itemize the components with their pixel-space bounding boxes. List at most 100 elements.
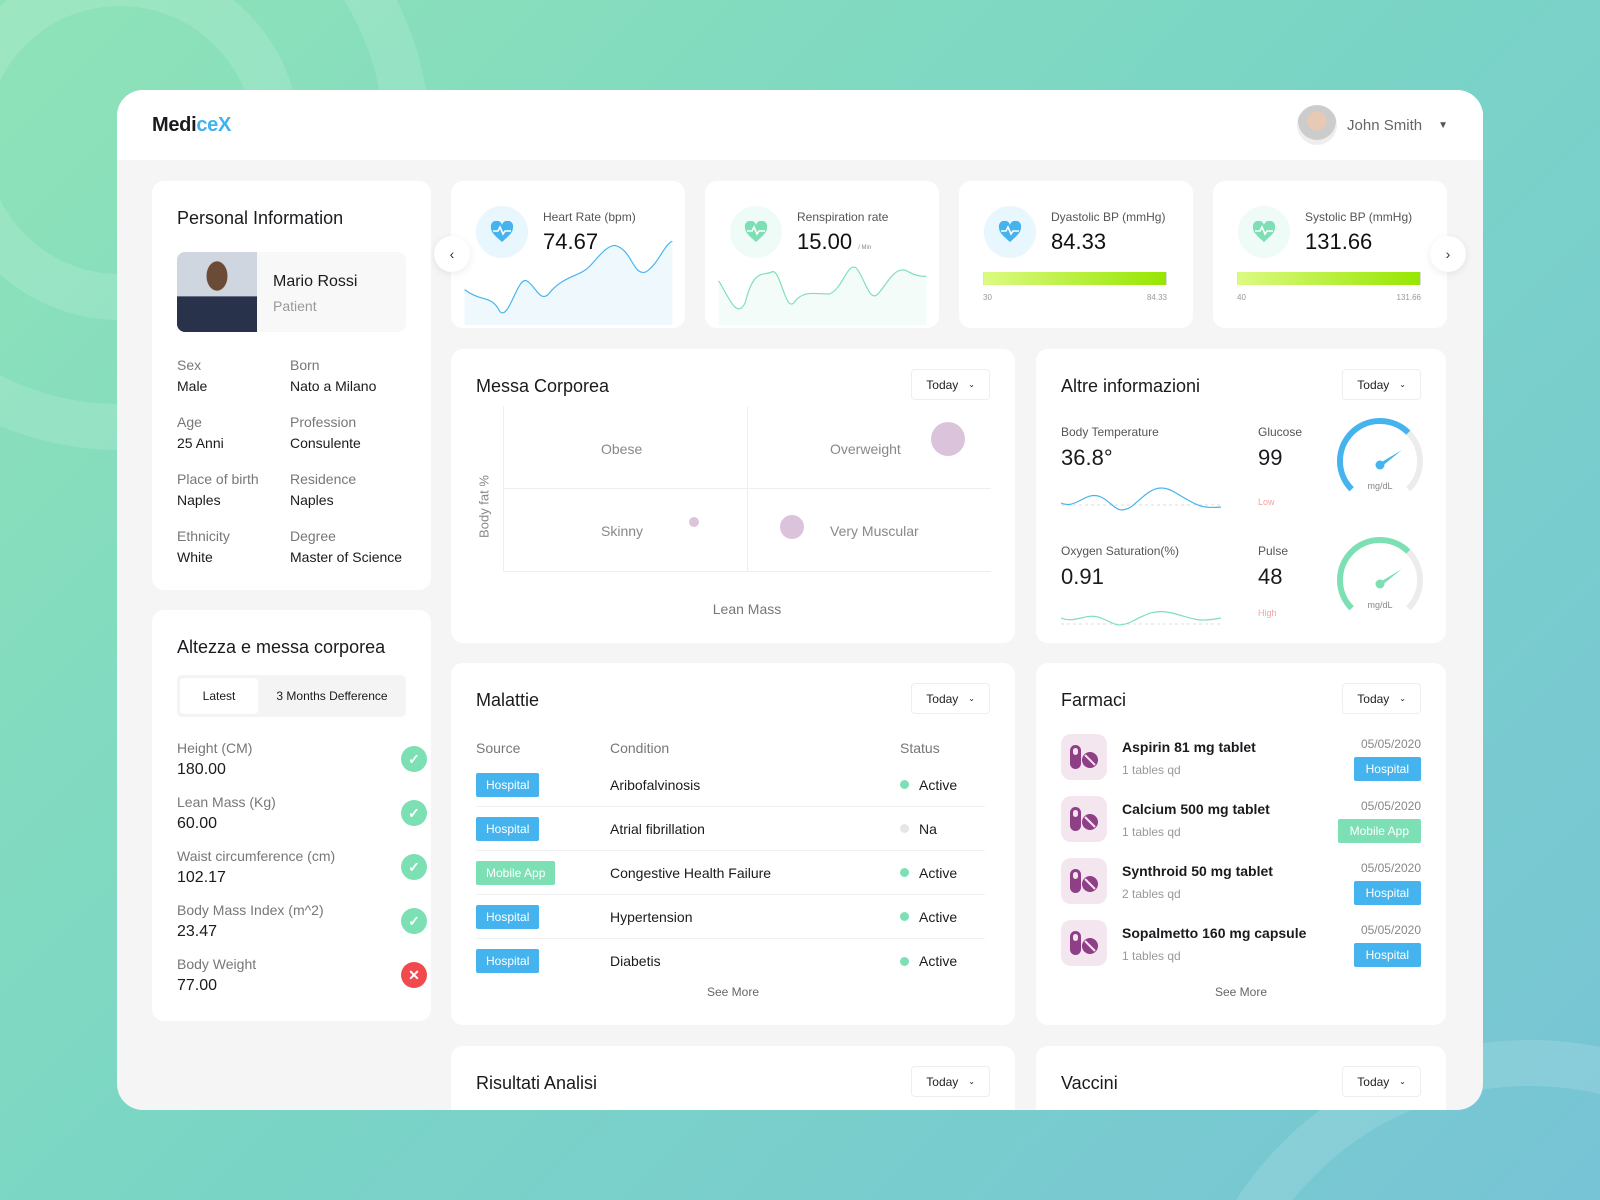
heart-icon-badge (984, 206, 1036, 258)
gauge-unit: mg/dL (1367, 481, 1393, 491)
filter-dropdown[interactable]: Today ⌄ (1342, 683, 1421, 714)
quadrant-plot: Obese Overweight Skinny Very Muscular (503, 406, 991, 572)
info-field: Residence Naples (290, 471, 356, 508)
medication-item[interactable]: Synthroid 50 mg tablet 2 tables qd 05/05/2… (1061, 858, 1421, 918)
stat-card[interactable]: Systolic BP (mmHg) 131.66 40 131.66 (1213, 181, 1447, 328)
bubble-point[interactable] (689, 517, 700, 528)
stat-number: 74.67 (543, 229, 599, 254)
malattie-card: Malattie Today ⌄ Source Condition Status … (451, 663, 1015, 1025)
condition-cell: Hypertension (610, 908, 693, 925)
range-bar (1237, 272, 1421, 285)
gauge-unit: mg/dL (1367, 600, 1393, 610)
filter-dropdown[interactable]: Today ⌄ (1342, 369, 1421, 400)
status-cell: Active (900, 865, 957, 881)
table-row[interactable]: Mobile App Congestive Health Failure Activ… (476, 851, 985, 895)
source-cell: Hospital (476, 904, 610, 929)
stat-card[interactable]: Dyastolic BP (mmHg) 84.33 30 84.33 (959, 181, 1193, 328)
status-dot-icon (900, 824, 909, 833)
carousel-next-button[interactable]: › (1430, 236, 1466, 272)
metric-block: Body Temperature 36.8° (1061, 425, 1241, 535)
info-field: Born Nato a Milano (290, 357, 376, 394)
stat-value: 15.00 / Min (797, 229, 871, 255)
table-row[interactable]: Hospital Atrial fibrillation Na (476, 807, 985, 851)
filter-dropdown[interactable]: Today ⌄ (911, 369, 990, 400)
horizontal-divider (504, 488, 991, 489)
filter-dropdown[interactable]: Today ⌄ (911, 683, 990, 714)
medication-name: Sopalmetto 160 mg capsule (1122, 925, 1307, 941)
sparkline (464, 241, 673, 325)
tab-latest[interactable]: Latest (180, 678, 258, 714)
card-title: Risultati Analisi (476, 1073, 598, 1093)
heart-pulse-icon (744, 221, 768, 242)
heart-icon-badge (476, 206, 528, 258)
chevron-down-icon: ⌄ (968, 380, 975, 389)
medication-item[interactable]: Calcium 500 mg tablet 1 tables qd 05/05/20… (1061, 796, 1421, 856)
farmaci-card: Farmaci Today ⌄ Aspirin 81 mg tablet 1 tab… (1036, 663, 1446, 1025)
user-name: John Smith (1347, 116, 1423, 134)
see-more-link[interactable]: See More (1214, 985, 1268, 999)
status-dot-icon (900, 912, 909, 921)
source-cell: Mobile App (476, 860, 610, 885)
table-row[interactable]: Hospital Aribofalvinosis Active (476, 763, 985, 807)
user-menu[interactable]: John Smith ▼ (1297, 105, 1448, 145)
field-label: Residence (290, 471, 357, 487)
check-icon: ✓ (401, 854, 427, 880)
measurement-value: 102.17 (177, 869, 226, 886)
column-header-source: Source (476, 740, 521, 756)
gauge-dial (1336, 417, 1424, 492)
medication-dose: 2 tables qd (1122, 887, 1181, 901)
heart-pulse-icon (490, 221, 514, 242)
altre-informazioni-card: Altre informazioni Today ⌄ Body Temperatu… (1036, 349, 1446, 643)
medication-name: Calcium 500 mg tablet (1122, 801, 1270, 817)
filter-dropdown[interactable]: Today ⌄ (1342, 1066, 1421, 1097)
bubble-point[interactable] (931, 422, 966, 457)
stat-label: Renspiration rate (797, 210, 889, 224)
field-value: Consulente (290, 435, 361, 451)
stat-value: 84.33 (1051, 229, 1106, 255)
filter-dropdown[interactable]: Today ⌄ (911, 1066, 990, 1097)
field-value: 25 Anni (177, 435, 224, 451)
gauge-status: High (1258, 608, 1277, 618)
metric-label: Oxygen Saturation(%) (1061, 544, 1180, 558)
tab-3-months-difference[interactable]: 3 Months Defference (276, 689, 388, 703)
column-header-condition: Condition (610, 740, 670, 756)
status-text: Active (919, 908, 958, 925)
chevron-down-icon: ⌄ (1399, 380, 1406, 389)
top-header: MediceX John Smith ▼ (117, 90, 1483, 160)
medication-date: 05/05/2020 (1360, 737, 1421, 751)
status-text: Active (919, 776, 958, 793)
stat-card[interactable]: Renspiration rate 15.00 / Min (705, 181, 939, 328)
condition-cell: Congestive Health Failure (610, 864, 772, 881)
stat-card[interactable]: Heart Rate (bpm) 74.67 (451, 181, 685, 328)
medication-date: 05/05/2020 (1360, 799, 1421, 813)
carousel-prev-button[interactable]: ‹ (434, 236, 470, 272)
measurement-label: Body Mass Index (m^2) (177, 902, 324, 918)
table-row[interactable]: Hospital Hypertension Active (476, 895, 985, 939)
quadrant-very-muscular: Very Muscular (830, 523, 919, 539)
status-cell: Active (900, 953, 957, 969)
logo[interactable]: MediceX (152, 114, 231, 137)
gauge-block: Glucose 99 Low mg/dL (1258, 417, 1428, 535)
card-title: Altezza e messa corporea (177, 637, 386, 657)
measurement-value: 60.00 (177, 815, 218, 832)
source-badge: Hospital (1353, 757, 1421, 781)
stat-label: Dyastolic BP (mmHg) (1051, 210, 1166, 224)
table-row[interactable]: Hospital Diabetis Active (476, 939, 985, 983)
measurement-value: 180.00 (177, 761, 226, 778)
status-cell: Na (900, 821, 937, 837)
bubble-point[interactable] (779, 515, 804, 540)
medication-item[interactable]: Sopalmetto 160 mg capsule 1 tables qd 05/0… (1061, 920, 1421, 980)
field-value: Naples (290, 492, 334, 508)
card-title: Farmaci (1061, 690, 1127, 710)
source-cell: Hospital (1353, 881, 1421, 905)
source-cell: Hospital (476, 949, 610, 973)
stat-number: 131.66 (1305, 229, 1373, 254)
chevron-down-icon: ⌄ (1399, 694, 1406, 703)
heart-pulse-icon (1252, 221, 1276, 242)
info-field: Age 25 Anni (177, 414, 224, 451)
field-value: Naples (177, 492, 221, 508)
range-bar (983, 272, 1167, 285)
medication-item[interactable]: Aspirin 81 mg tablet 1 tables qd 05/05/202… (1061, 734, 1421, 794)
see-more-link[interactable]: See More (706, 985, 760, 999)
patient-role: Patient (273, 298, 317, 314)
